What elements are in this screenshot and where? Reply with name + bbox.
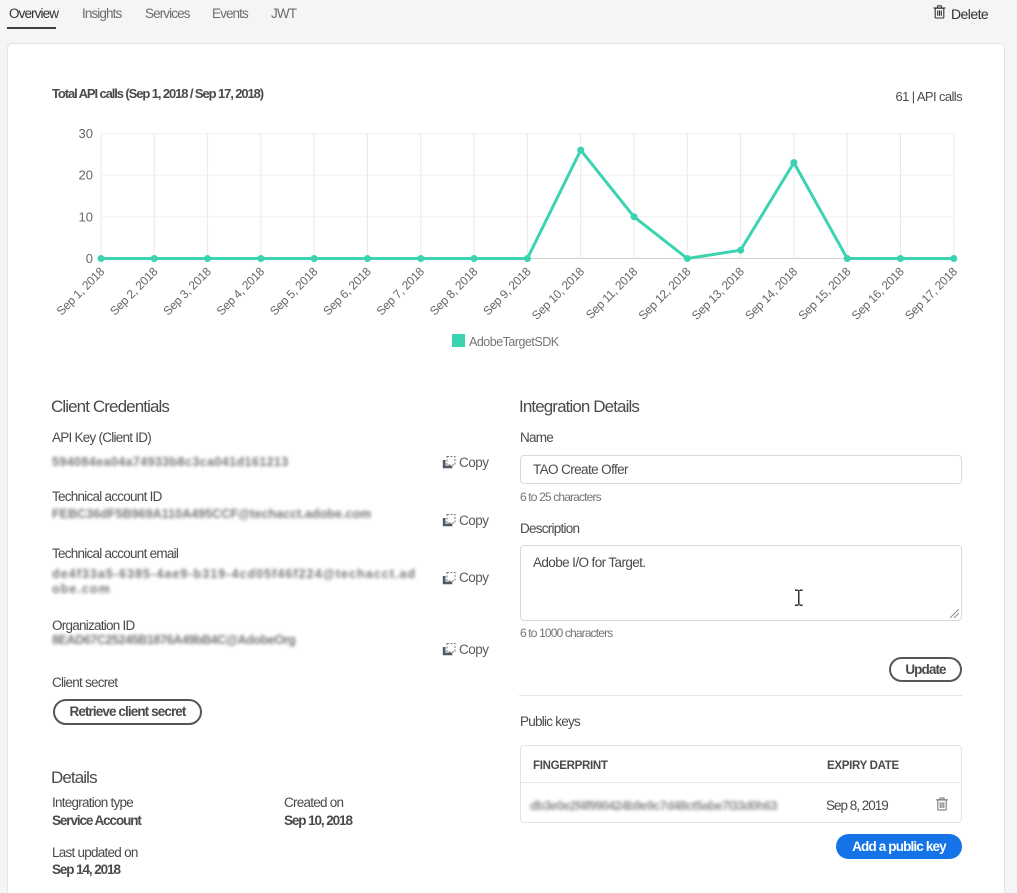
svg-text:Sep 1, 2018: Sep 1, 2018 — [54, 264, 108, 318]
svg-text:Sep 10, 2018: Sep 10, 2018 — [529, 264, 587, 322]
svg-text:Sep 3, 2018: Sep 3, 2018 — [160, 264, 214, 318]
svg-text:Sep 12, 2018: Sep 12, 2018 — [636, 264, 694, 322]
svg-text:20: 20 — [79, 168, 93, 183]
svg-text:Sep 6, 2018: Sep 6, 2018 — [320, 264, 374, 318]
svg-text:Sep 16, 2018: Sep 16, 2018 — [849, 264, 907, 322]
svg-text:Sep 2, 2018: Sep 2, 2018 — [107, 264, 161, 318]
svg-text:Sep 17, 2018: Sep 17, 2018 — [902, 264, 960, 322]
svg-text:Sep 14, 2018: Sep 14, 2018 — [742, 264, 800, 322]
svg-text:0: 0 — [86, 251, 93, 266]
svg-text:Sep 7, 2018: Sep 7, 2018 — [374, 264, 428, 318]
svg-text:Sep 13, 2018: Sep 13, 2018 — [689, 264, 747, 322]
svg-text:Sep 5, 2018: Sep 5, 2018 — [267, 264, 321, 318]
svg-text:Sep 9, 2018: Sep 9, 2018 — [480, 264, 534, 318]
svg-text:10: 10 — [79, 209, 93, 224]
svg-text:Sep 4, 2018: Sep 4, 2018 — [214, 264, 268, 318]
svg-text:30: 30 — [79, 126, 93, 141]
svg-text:Sep 8, 2018: Sep 8, 2018 — [427, 264, 481, 318]
svg-text:Sep 11, 2018: Sep 11, 2018 — [583, 264, 641, 322]
svg-text:Sep 15, 2018: Sep 15, 2018 — [795, 264, 853, 322]
